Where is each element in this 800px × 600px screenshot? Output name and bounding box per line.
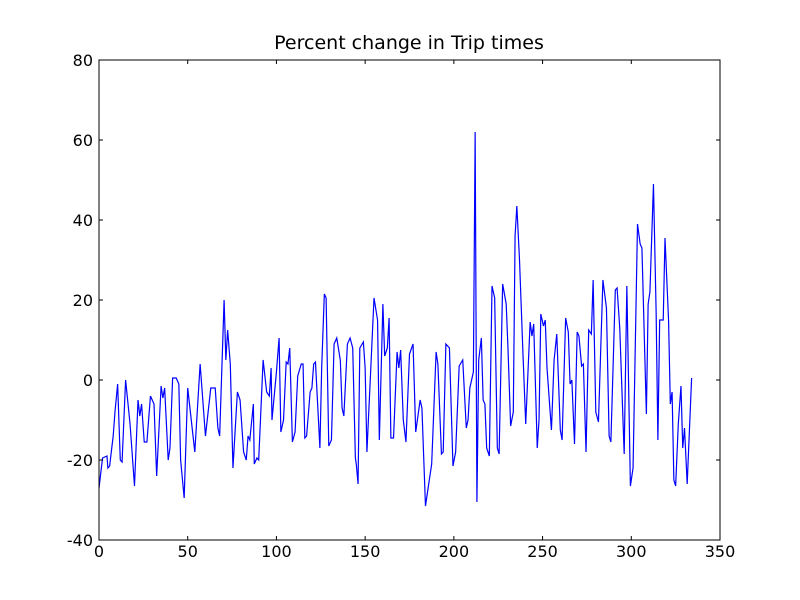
y-tick-label: 40 [73,211,93,230]
data-line [98,131,693,507]
chart-title: Percent change in Trip times [274,32,544,54]
x-tick-label: 0 [94,542,104,561]
y-tick-label: 0 [83,371,93,390]
x-tick-label: 100 [261,542,292,561]
y-tick-label: 20 [73,291,93,310]
x-tick-label: 50 [178,542,198,561]
y-tick-label: -40 [67,531,93,550]
y-tick-label: 80 [73,51,93,70]
x-tick-label: 200 [439,542,470,561]
x-tick-label: 350 [705,542,736,561]
x-tick-label: 150 [350,542,381,561]
x-tick-label: 250 [527,542,558,561]
y-tick-label: 60 [73,131,93,150]
x-tick-label: 300 [616,542,647,561]
y-tick-label: -20 [67,451,93,470]
